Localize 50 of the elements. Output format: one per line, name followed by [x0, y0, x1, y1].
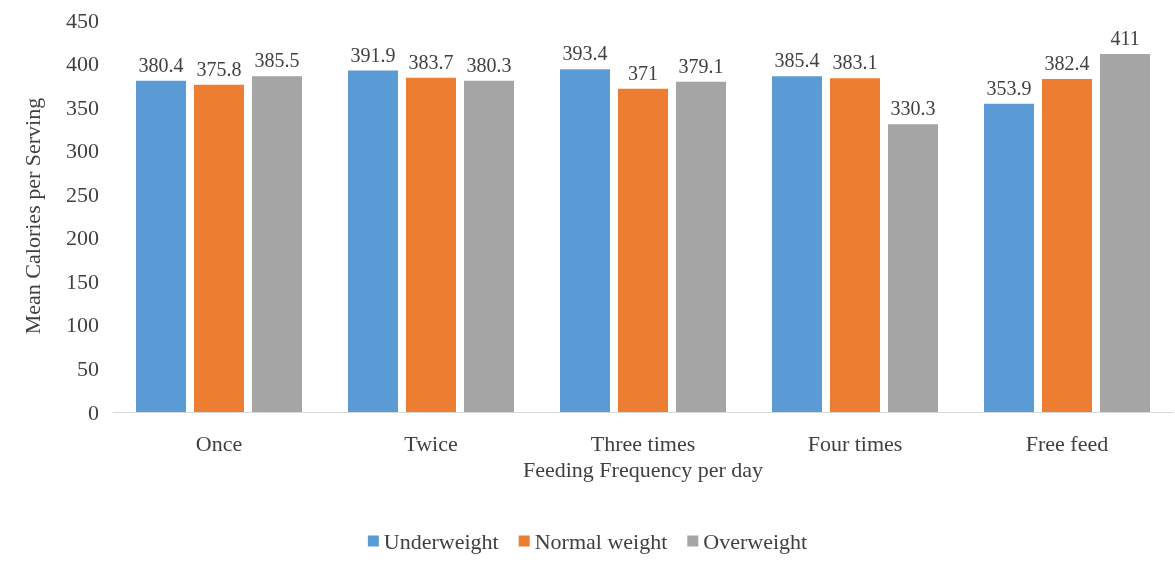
x-axis-title: Feeding Frequency per day [522, 457, 764, 483]
data-label: 353.9 [986, 76, 1032, 99]
x-tick-label: Twice [404, 430, 458, 456]
bar [1042, 78, 1092, 412]
data-label: 391.9 [350, 43, 396, 66]
y-tick-label: 150 [66, 268, 99, 294]
y-tick-label: 300 [66, 138, 99, 164]
data-label: 380.4 [138, 53, 184, 76]
data-label: 385.4 [774, 49, 820, 72]
y-tick-label: 400 [66, 51, 99, 77]
y-tick-label: 100 [66, 312, 99, 338]
data-label: 379.1 [678, 54, 724, 77]
data-label: 393.4 [562, 42, 608, 65]
bar [984, 103, 1034, 412]
legend-label: Overweight [703, 528, 808, 554]
bar [348, 70, 398, 412]
bar [618, 88, 668, 412]
x-tick-label: Four times [807, 430, 903, 456]
y-axis-title: Mean Calories per Serving [19, 97, 45, 335]
x-tick-label: Once [195, 430, 243, 456]
bar [772, 76, 822, 412]
bar [1100, 53, 1150, 412]
legend-label: Underweight [383, 528, 499, 554]
x-tick-label: Three times [590, 430, 696, 456]
data-label: 382.4 [1044, 51, 1090, 74]
bar [560, 69, 610, 412]
y-tick-label: 200 [66, 225, 99, 251]
data-label: 380.3 [466, 53, 512, 76]
data-label: 383.1 [832, 51, 878, 74]
bar [136, 80, 186, 412]
data-label: 375.8 [196, 57, 242, 80]
data-label: 385.5 [254, 49, 300, 72]
bar [194, 84, 244, 412]
legend-label: Normal weight [534, 528, 668, 554]
data-label: 371 [628, 61, 658, 84]
bar [252, 76, 302, 412]
y-tick-label: 50 [77, 355, 99, 381]
x-tick-label: Free feed [1025, 430, 1109, 456]
y-tick-label: 250 [66, 181, 99, 207]
data-label: 411 [1110, 26, 1140, 49]
bar [676, 81, 726, 412]
bar [830, 78, 880, 412]
bar [406, 77, 456, 412]
data-label: 330.3 [890, 97, 936, 120]
bar [888, 124, 938, 412]
data-label: 383.7 [408, 50, 454, 73]
bar [464, 80, 514, 412]
y-tick-label: 0 [88, 399, 99, 425]
y-tick-label: 450 [66, 7, 99, 33]
y-tick-label: 350 [66, 94, 99, 120]
